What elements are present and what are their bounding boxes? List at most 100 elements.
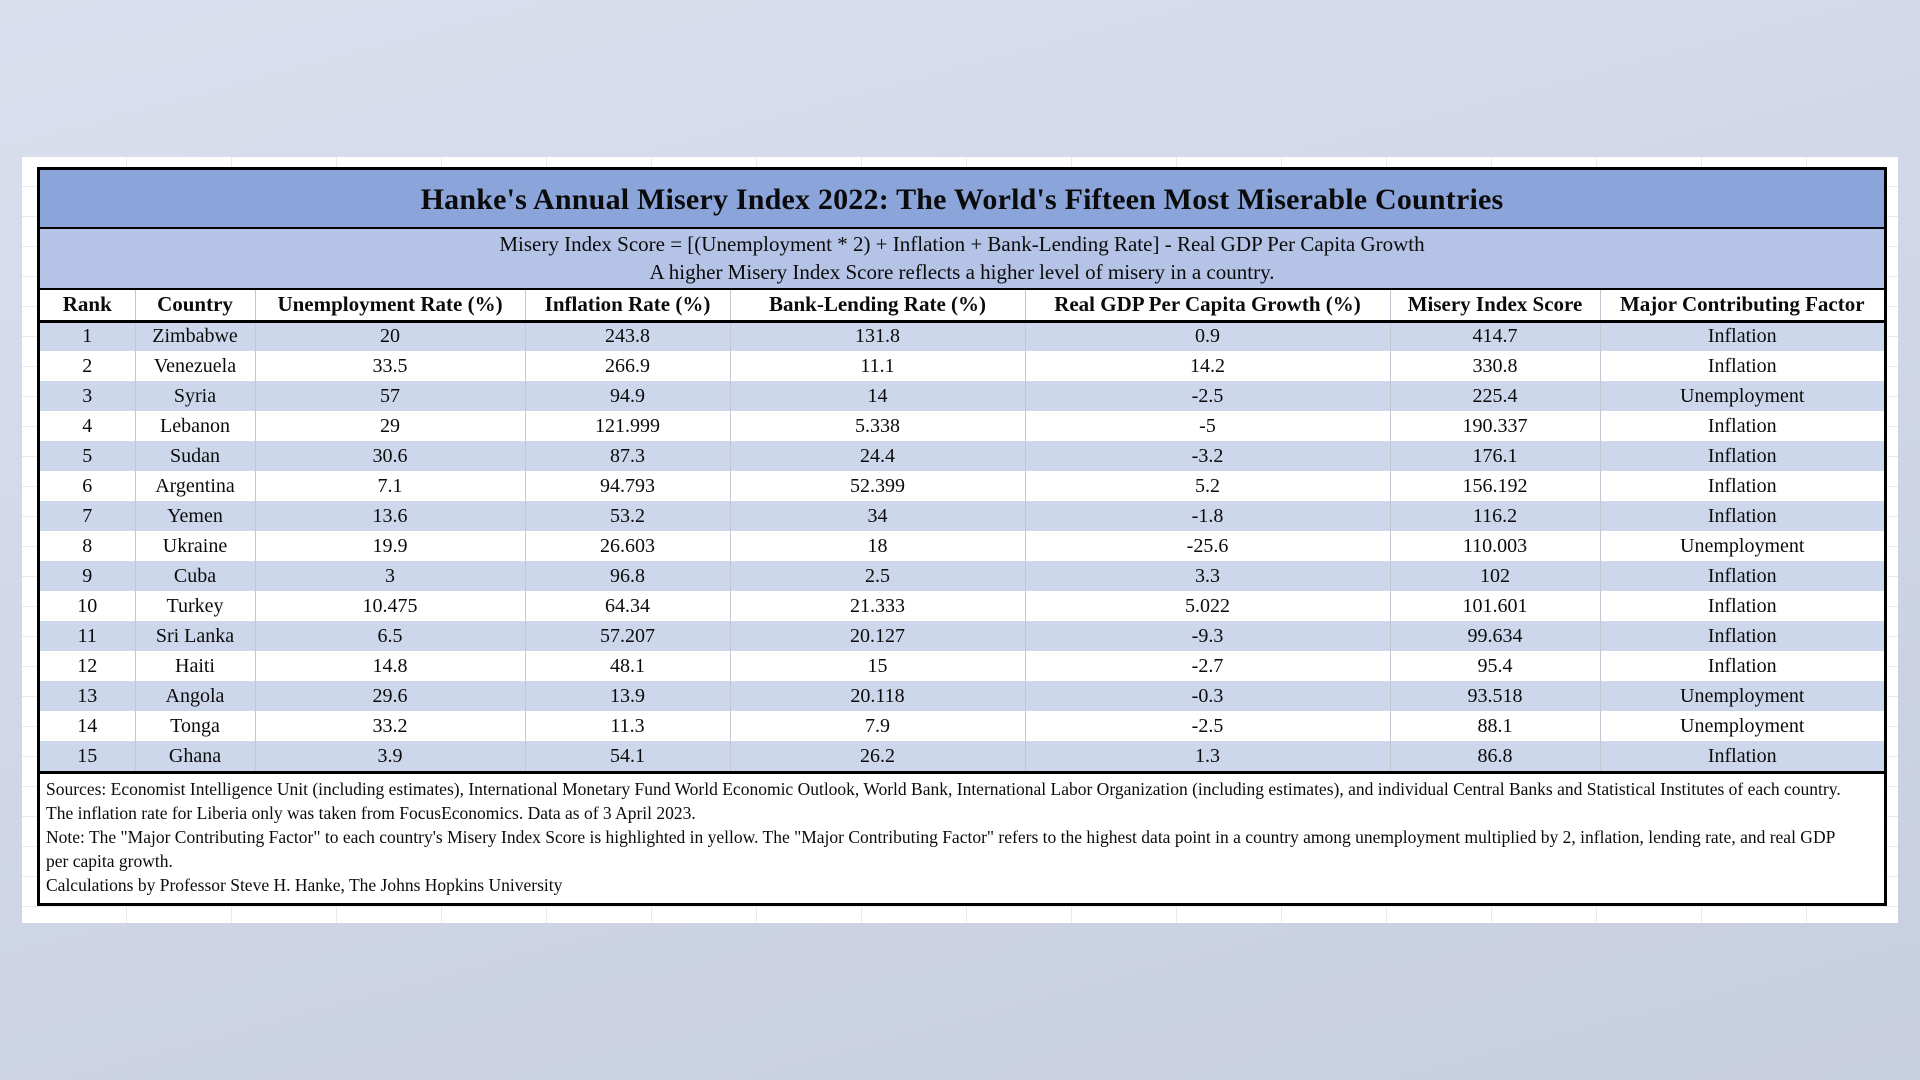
cell: 131.8 — [730, 321, 1026, 351]
table-row: 4 Lebanon 29 121.999 5.338 -5 190.337 Inflation — [40, 411, 1884, 441]
cell: -25.6 — [1025, 531, 1391, 561]
cell: 7.1 — [255, 471, 526, 501]
column-header: Bank-Lending Rate (%) — [730, 290, 1026, 323]
cell: 225.4 — [1390, 381, 1601, 411]
footnote-note-line-1: Note: The "Major Contributing Factor" to… — [46, 827, 1836, 847]
cell: Inflation — [1707, 594, 1777, 617]
cell: 34 — [730, 501, 1026, 531]
cell: 53.2 — [525, 501, 731, 531]
table-footnotes: Sources: Economist Intelligence Unit (in… — [40, 771, 1884, 903]
cell: 414.7 — [1390, 321, 1601, 351]
cell: 86.8 — [1390, 741, 1601, 771]
data-table: Rank Country Unemployment Rate (%) Inflatio… — [40, 290, 1884, 771]
cell: Venezuela — [135, 351, 256, 381]
cell: Inflation — [1707, 474, 1777, 497]
cell: 116.2 — [1390, 501, 1601, 531]
cell: 24.4 — [730, 441, 1026, 471]
cell: 6 — [40, 471, 136, 501]
table-row: 10 Turkey 10.475 64.34 21.333 5.022 101.601 Inf… — [40, 591, 1884, 621]
cell: 87.3 — [525, 441, 731, 471]
cell: 190.337 — [1390, 411, 1601, 441]
cell: Syria — [135, 381, 256, 411]
cell: 94.793 — [525, 471, 731, 501]
cell: Inflation — [1707, 564, 1777, 587]
cell: -0.3 — [1025, 681, 1391, 711]
cell: Yemen — [135, 501, 256, 531]
cell: Lebanon — [135, 411, 256, 441]
cell: Inflation — [1707, 354, 1777, 377]
table-row: 7 Yemen 13.6 53.2 34 -1.8 116.2 Inflation — [40, 501, 1884, 531]
cell: 93.518 — [1390, 681, 1601, 711]
cell: 14.2 — [1025, 351, 1391, 381]
cell: 96.8 — [525, 561, 731, 591]
cell: 1.3 — [1025, 741, 1391, 771]
cell: -1.8 — [1025, 501, 1391, 531]
cell: 5.2 — [1025, 471, 1391, 501]
footnote-note-line-2: per capita growth. — [46, 851, 173, 871]
cell: -3.2 — [1025, 441, 1391, 471]
cell: 11.1 — [730, 351, 1026, 381]
cell: 18 — [730, 531, 1026, 561]
cell: 3.3 — [1025, 561, 1391, 591]
cell: 3 — [40, 381, 136, 411]
cell: Inflation — [1707, 325, 1777, 348]
cell: 20 — [255, 321, 526, 351]
cell: 88.1 — [1390, 711, 1601, 741]
cell: 5 — [40, 441, 136, 471]
cell: Cuba — [135, 561, 256, 591]
cell: 330.8 — [1390, 351, 1601, 381]
cell: 14 — [40, 711, 136, 741]
cell: Inflation — [1707, 504, 1777, 527]
subtitle-formula: Misery Index Score = [(Unemployment * 2)… — [499, 232, 1425, 256]
cell: 2 — [40, 351, 136, 381]
cell: 13.9 — [525, 681, 731, 711]
column-header: Misery Index Score — [1390, 290, 1601, 323]
cell: 8 — [40, 531, 136, 561]
cell: Inflation — [1707, 624, 1777, 647]
cell: 26.2 — [730, 741, 1026, 771]
cell: 13 — [40, 681, 136, 711]
header-row: Rank Country Unemployment Rate (%) Inflatio… — [40, 290, 1884, 323]
table-row: 14 Tonga 33.2 11.3 7.9 -2.5 88.1 Unemployment — [40, 711, 1884, 741]
cell: 1 — [40, 321, 136, 351]
cell: 57.207 — [525, 621, 731, 651]
cell: 156.192 — [1390, 471, 1601, 501]
cell: 102 — [1390, 561, 1601, 591]
cell: 30.6 — [255, 441, 526, 471]
cell: 99.634 — [1390, 621, 1601, 651]
cell: 52.399 — [730, 471, 1026, 501]
cell: 243.8 — [525, 321, 731, 351]
column-header: Rank — [40, 290, 136, 323]
cell: 29.6 — [255, 681, 526, 711]
table-title: Hanke's Annual Misery Index 2022: The Wo… — [40, 170, 1884, 229]
column-header: Real GDP Per Capita Growth (%) — [1025, 290, 1391, 323]
footnote-sources-line-2: The inflation rate for Liberia only was … — [46, 803, 696, 823]
cell: 266.9 — [525, 351, 731, 381]
cell: 94.9 — [525, 381, 731, 411]
cell: 19.9 — [255, 531, 526, 561]
cell: 11 — [40, 621, 136, 651]
cell: Argentina — [135, 471, 256, 501]
cell: 33.5 — [255, 351, 526, 381]
cell: 14.8 — [255, 651, 526, 681]
cell: 20.127 — [730, 621, 1026, 651]
cell: 48.1 — [525, 651, 731, 681]
cell: 14 — [730, 381, 1026, 411]
table-row: 11 Sri Lanka 6.5 57.207 20.127 -9.3 99.634 Infl… — [40, 621, 1884, 651]
cell: 95.4 — [1390, 651, 1601, 681]
cell: 7 — [40, 501, 136, 531]
cell: 11.3 — [525, 711, 731, 741]
cell: 121.999 — [525, 411, 731, 441]
cell: Angola — [135, 681, 256, 711]
cell: 64.34 — [525, 591, 731, 621]
cell: 26.603 — [525, 531, 731, 561]
cell: 33.2 — [255, 711, 526, 741]
spreadsheet-canvas: Hanke's Annual Misery Index 2022: The Wo… — [22, 157, 1898, 923]
cell: Tonga — [135, 711, 256, 741]
cell: Unemployment — [1680, 714, 1805, 737]
cell: 3.9 — [255, 741, 526, 771]
cell: -2.7 — [1025, 651, 1391, 681]
footnote-sources-line-1: Sources: Economist Intelligence Unit (in… — [46, 779, 1841, 799]
cell: Sudan — [135, 441, 256, 471]
cell: Turkey — [135, 591, 256, 621]
